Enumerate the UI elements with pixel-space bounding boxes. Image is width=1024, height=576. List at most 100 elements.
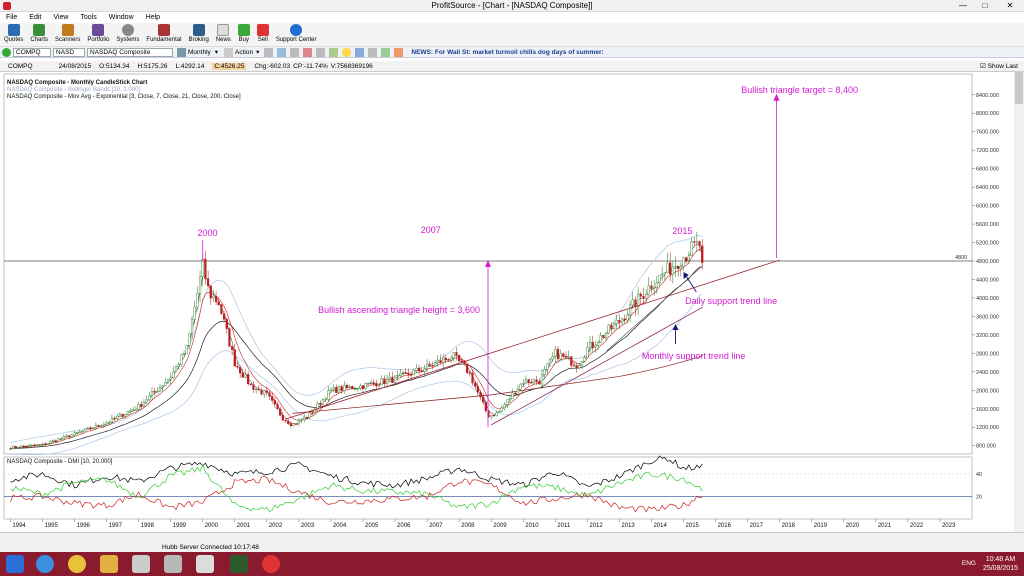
candle xyxy=(247,374,250,384)
candle xyxy=(380,378,383,386)
candle xyxy=(263,390,266,395)
candle xyxy=(289,423,292,427)
menu-window[interactable]: Window xyxy=(108,14,134,21)
candle xyxy=(132,409,135,411)
show-last-checkbox[interactable]: ☑ Show Last xyxy=(980,63,1018,70)
toolbar-broking-button[interactable]: Broking xyxy=(188,23,209,43)
zoom-icon[interactable] xyxy=(277,47,287,57)
tool-icon[interactable] xyxy=(264,47,274,57)
y-tick-label: 5200.000 xyxy=(976,241,999,247)
scrollbar-track[interactable] xyxy=(1014,62,1024,532)
candle xyxy=(695,241,698,243)
print-icon[interactable] xyxy=(316,47,326,57)
x-tick-label: 1994 xyxy=(12,523,26,529)
candle xyxy=(383,378,386,384)
price-chart[interactable]: 800.000 1200.000 1600.000 2000.000 2400.000 2… xyxy=(0,62,1024,532)
chevron-down-icon[interactable]: ▾ xyxy=(256,49,260,56)
toolbar-portfolio-button[interactable]: Portfolio xyxy=(87,23,109,43)
settings-icon[interactable] xyxy=(368,47,378,57)
maximize-button[interactable]: □ xyxy=(982,1,988,10)
candle xyxy=(645,293,648,299)
security-name-field[interactable]: NASDAQ Composite xyxy=(87,47,173,57)
x-tick-label: 2003 xyxy=(301,523,315,529)
app-icon[interactable] xyxy=(164,555,182,573)
toolbar-buy-button[interactable]: Buy xyxy=(237,23,250,43)
x-tick-label: 2005 xyxy=(365,523,379,529)
info-volume: V:7568369196 xyxy=(330,62,373,70)
profitsource-icon[interactable] xyxy=(262,555,280,573)
clock[interactable]: 10:48 AM 25/08/2015 xyxy=(982,556,1018,572)
chart-area[interactable]: 800.000 1200.000 1600.000 2000.000 2400.000 2… xyxy=(0,62,1024,532)
menu-tools[interactable]: Tools xyxy=(80,14,97,21)
candle xyxy=(562,353,565,357)
draw-icon[interactable] xyxy=(329,47,339,57)
x-tick-label: 2018 xyxy=(782,523,796,529)
indicator-panel-frame xyxy=(3,456,973,520)
news-ticker[interactable]: NEWS: For Wall St: market turmoil chills… xyxy=(411,48,604,56)
explorer-icon[interactable] xyxy=(100,555,118,573)
exchange-field[interactable]: NASD xyxy=(53,47,85,57)
menu-help[interactable]: Help xyxy=(145,14,161,21)
y-tick-label: 3600.000 xyxy=(976,314,999,320)
menu-view[interactable]: View xyxy=(53,14,69,21)
candle xyxy=(514,392,517,395)
language-indicator[interactable]: ENG xyxy=(961,560,976,567)
app-icon[interactable] xyxy=(196,555,214,573)
candle xyxy=(327,390,330,400)
alert-icon[interactable] xyxy=(355,47,365,57)
candle xyxy=(44,443,47,445)
candle xyxy=(495,412,498,417)
candle xyxy=(522,382,525,385)
period-dropdown[interactable]: Monthly xyxy=(188,48,211,56)
candle xyxy=(391,376,394,383)
toolbar-sell-button[interactable]: Sell xyxy=(256,23,269,43)
y-tick-label: 6800.000 xyxy=(976,167,999,173)
candle xyxy=(212,296,215,299)
grid-icon[interactable] xyxy=(290,47,300,57)
chrome-icon[interactable] xyxy=(68,555,86,573)
chevron-down-icon[interactable]: ▾ xyxy=(214,49,219,56)
info-open: O:5134.34 xyxy=(99,62,130,70)
candle xyxy=(220,304,223,315)
fire-icon[interactable] xyxy=(394,47,404,57)
info-change-pct: CP:-11.74% xyxy=(293,62,328,70)
start-icon[interactable] xyxy=(6,555,24,573)
symbol-input[interactable]: COMPQ xyxy=(13,47,51,57)
app-icon[interactable] xyxy=(132,555,150,573)
ema-21-line xyxy=(10,266,703,450)
minimize-button[interactable]: — xyxy=(959,1,967,10)
layout-icon[interactable] xyxy=(381,47,391,57)
candle xyxy=(89,427,92,430)
toolbar-scanners-button[interactable]: Scanners xyxy=(55,23,80,43)
app-icon[interactable] xyxy=(230,555,248,573)
candle xyxy=(436,360,439,363)
candle xyxy=(506,399,509,405)
toolbar-quotes-button[interactable]: Quotes xyxy=(4,23,23,43)
bulb-icon[interactable] xyxy=(342,47,352,57)
candle xyxy=(353,388,357,390)
candle xyxy=(412,370,415,376)
calendar-icon xyxy=(177,47,186,57)
toolbar-support-button[interactable]: Support Center xyxy=(276,23,317,43)
toolbar-systems-button[interactable]: Systems xyxy=(116,23,139,43)
x-tick-label: 2012 xyxy=(589,523,603,529)
toolbar-fundamental-button[interactable]: Fundamental xyxy=(146,23,181,43)
ie-icon[interactable] xyxy=(36,555,54,573)
x-tick-label: 2004 xyxy=(333,523,347,529)
toolbar-news-button[interactable]: News xyxy=(216,23,231,43)
close-button[interactable]: ✕ xyxy=(1006,1,1014,10)
candle xyxy=(588,341,592,348)
menu-edit[interactable]: Edit xyxy=(29,14,42,21)
candle xyxy=(466,363,469,373)
mail-icon[interactable] xyxy=(303,47,313,57)
candle xyxy=(642,296,645,299)
candle xyxy=(685,257,688,261)
toolbar-charts-button[interactable]: Charts xyxy=(30,23,48,43)
candle xyxy=(524,379,528,384)
action-dropdown[interactable]: Action xyxy=(235,48,254,56)
scrollbar-thumb[interactable] xyxy=(1015,64,1023,104)
candle xyxy=(228,328,231,347)
y-tick-label: 4800.000 xyxy=(976,259,999,265)
menu-file[interactable]: File xyxy=(6,14,18,21)
